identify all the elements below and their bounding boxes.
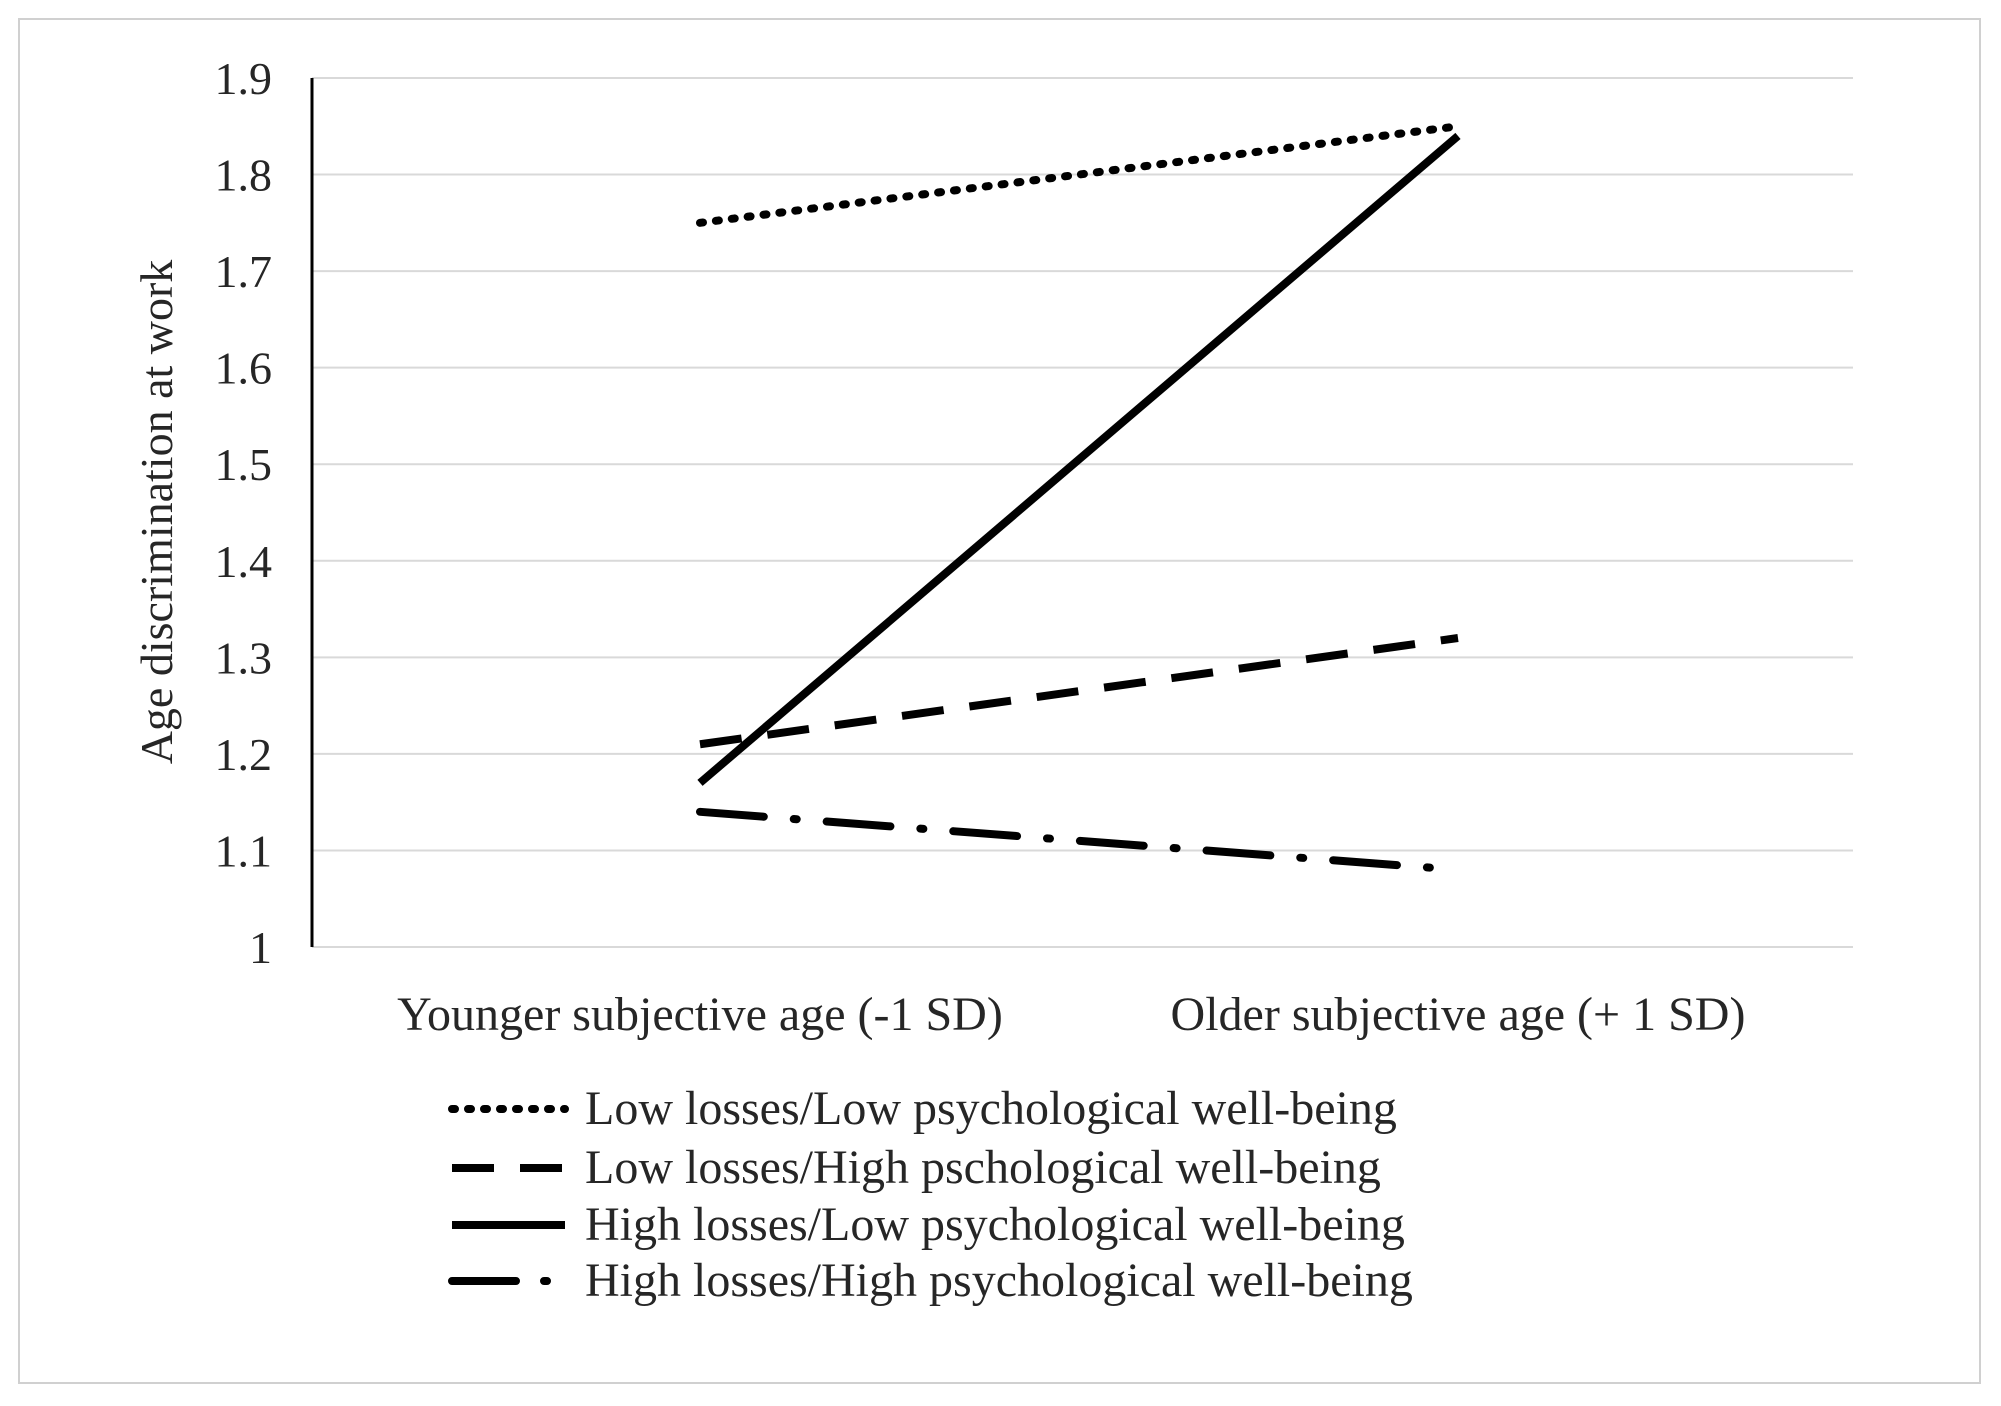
legend-label: High losses/High psychological well-bein… — [585, 1254, 1413, 1307]
legend: Low losses/Low psychological well-being … — [448, 1082, 1413, 1307]
y-tick-label: 1.2 — [215, 729, 273, 780]
y-tick-labels: 1 1.1 1.2 1.3 1.4 1.5 1.6 1.7 1.8 1.9 — [215, 53, 273, 973]
y-tick-label: 1.5 — [215, 439, 273, 490]
legend-label: Low losses/Low psychological well-being — [585, 1082, 1397, 1135]
legend-item: Low losses/High pschological well-being — [452, 1141, 1381, 1194]
series-line-long-dash-dot — [696, 807, 1462, 874]
gridlines — [312, 77, 1853, 948]
y-tick-label: 1.9 — [215, 53, 273, 104]
series-line-dotted — [696, 122, 1462, 227]
y-tick-label: 1.1 — [215, 825, 273, 876]
y-tick-label: 1.4 — [215, 536, 273, 587]
y-tick-label: 1.3 — [215, 632, 273, 683]
x-category-label: Older subjective age (+ 1 SD) — [1171, 988, 1746, 1041]
legend-item: High losses/High psychological well-bein… — [448, 1254, 1413, 1307]
legend-label: High losses/Low psychological well-being — [585, 1198, 1405, 1251]
series-line-solid — [697, 132, 1461, 786]
legend-item: Low losses/Low psychological well-being — [448, 1082, 1397, 1135]
y-tick-label: 1.7 — [215, 246, 273, 297]
legend-item: High losses/Low psychological well-being — [452, 1198, 1405, 1251]
series-lines — [696, 122, 1462, 874]
legend-label: Low losses/High pschological well-being — [585, 1141, 1381, 1194]
y-axis-title: Age discrimination at work — [131, 260, 182, 765]
y-tick-label: 1.6 — [215, 343, 273, 394]
y-tick-label: 1.8 — [215, 150, 273, 201]
x-category-labels: Younger subjective age (-1 SD) Older sub… — [397, 988, 1745, 1041]
y-tick-label: 1 — [249, 922, 272, 973]
x-category-label: Younger subjective age (-1 SD) — [397, 988, 1003, 1041]
series-line-dashed — [699, 634, 1459, 749]
